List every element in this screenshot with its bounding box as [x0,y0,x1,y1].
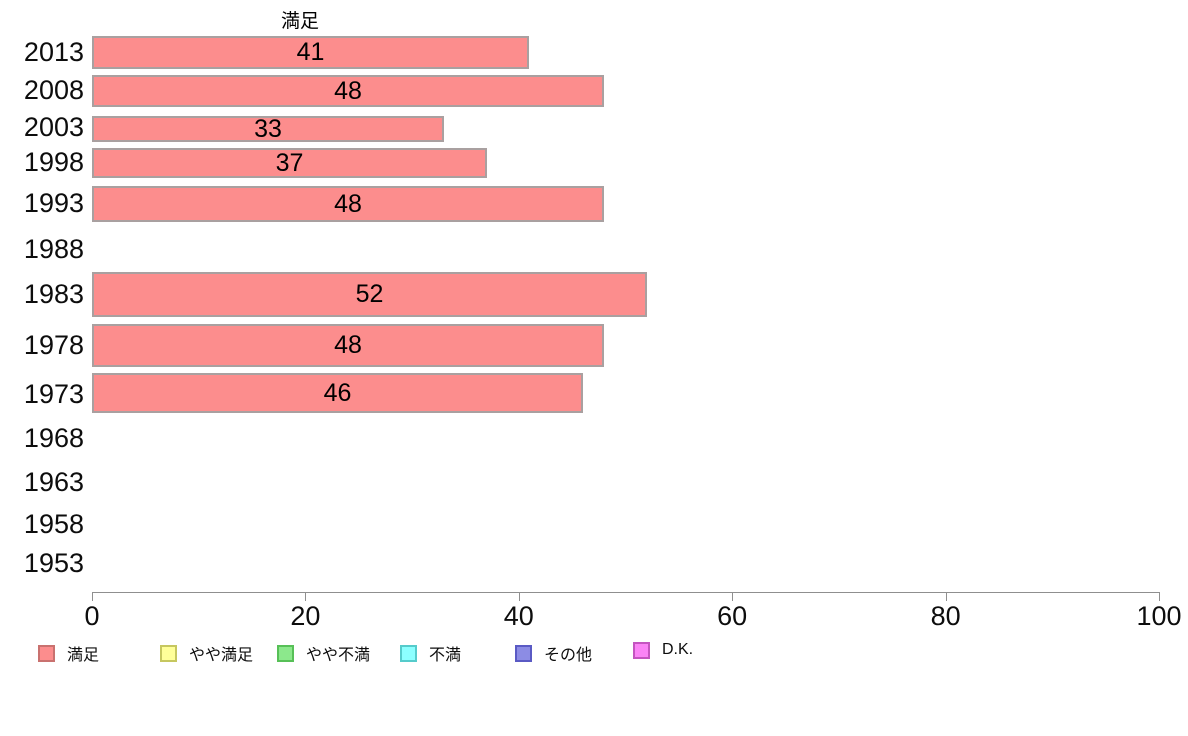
bar-2008: 48 [92,75,604,107]
bar-value-label: 41 [296,38,325,66]
y-axis-label-2013: 2013 [23,36,84,67]
legend-label: やや満足 [189,647,254,664]
legend-label: その他 [544,647,593,664]
y-axis-label-1968: 1968 [23,422,84,453]
legend-swatch-icon [515,644,532,662]
x-tick-40 [518,592,520,601]
x-tick-label-0: 0 [84,601,100,631]
x-tick-label-20: 20 [290,601,321,631]
legend-item-4: 不満 [400,641,461,665]
bar-2003: 33 [92,116,444,142]
bar-value-label: 48 [334,331,362,359]
legend-swatch-icon [38,644,55,662]
x-tick-60 [732,592,734,601]
y-axis-label-1958: 1958 [23,508,84,539]
y-axis-label-1963: 1963 [23,466,84,497]
legend-swatch-icon [277,644,294,662]
x-tick-label-60: 60 [717,601,748,631]
legend-swatch-icon [400,644,417,662]
legend-item-2: やや満足 [160,641,253,665]
y-axis-label-1993: 1993 [23,187,84,218]
x-tick-label-40: 40 [503,601,534,631]
chart-title: 満足 [280,11,319,32]
x-tick-80 [945,592,947,601]
x-tick-20 [305,592,307,601]
x-tick-100 [1159,592,1160,601]
bar-1983: 52 [92,272,647,317]
legend-item-6: D.K. [633,641,693,659]
legend-swatch-icon [633,641,650,659]
bar-value-label: 46 [323,379,352,407]
y-axis-label-1988: 1988 [23,233,84,264]
x-tick-label-100: 100 [1136,601,1182,631]
x-axis-line [92,592,1160,593]
legend-swatch-icon [160,644,177,662]
legend-label: 満足 [67,647,100,664]
legend-label: 不満 [429,647,462,664]
x-tick-0 [92,592,93,601]
legend-item-5: その他 [515,641,592,665]
bar-value-label: 33 [254,115,282,143]
y-axis-label-2008: 2008 [23,74,84,105]
y-axis-label-1973: 1973 [23,378,84,409]
bar-value-label: 52 [355,280,384,308]
bar-2013: 41 [92,36,529,69]
bar-1998: 37 [92,148,487,178]
x-tick-label-80: 80 [930,601,961,631]
legend-label: やや不満 [306,647,371,664]
bar-value-label: 48 [334,77,362,105]
legend-item-1: 満足 [38,641,99,665]
y-axis-label-1998: 1998 [23,146,84,177]
bar-value-label: 37 [275,149,304,177]
y-axis-label-1983: 1983 [23,278,84,309]
y-axis-label-1978: 1978 [23,329,84,360]
bar-value-label: 48 [334,190,362,218]
legend-label: D.K. [662,641,694,658]
legend: 満足 やや満足 やや不満 不満 その他 D.K. [0,641,1188,667]
y-axis-label-1953: 1953 [23,547,84,578]
legend-item-3: やや不満 [277,641,370,665]
bar-1978: 48 [92,324,604,367]
bar-1993: 48 [92,186,604,222]
bar-1973: 46 [92,373,583,413]
y-axis-label-2003: 2003 [23,111,84,142]
